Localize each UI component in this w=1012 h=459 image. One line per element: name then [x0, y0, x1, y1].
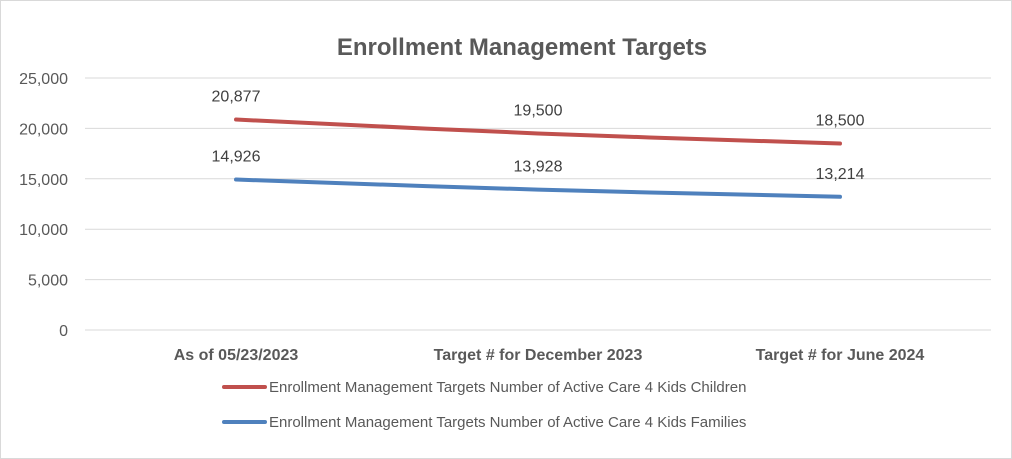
series-line-1	[234, 117, 842, 146]
legend-entry: Enrollment Management Targets Number of …	[269, 414, 746, 431]
data-label: 19,500	[514, 102, 563, 119]
chart-title: Enrollment Management Targets	[337, 34, 707, 61]
x-category-label: Target # for June 2024	[756, 347, 925, 364]
legend-entry: Enrollment Management Targets Number of …	[269, 379, 746, 396]
y-tick-label: 5,000	[28, 273, 68, 290]
data-label: 18,500	[816, 113, 865, 130]
x-category-label: As of 05/23/2023	[174, 347, 299, 364]
y-tick-label: 20,000	[19, 121, 68, 138]
data-label: 13,214	[816, 166, 865, 183]
y-tick-label: 0	[59, 323, 68, 340]
y-tick-label: 25,000	[19, 71, 68, 88]
y-tick-label: 10,000	[19, 222, 68, 239]
series-line-2	[234, 177, 842, 199]
data-label: 14,926	[212, 149, 261, 166]
data-label: 13,928	[514, 159, 563, 176]
data-label: 20,877	[212, 89, 261, 106]
x-category-label: Target # for December 2023	[434, 347, 643, 364]
y-tick-label: 15,000	[19, 172, 68, 189]
